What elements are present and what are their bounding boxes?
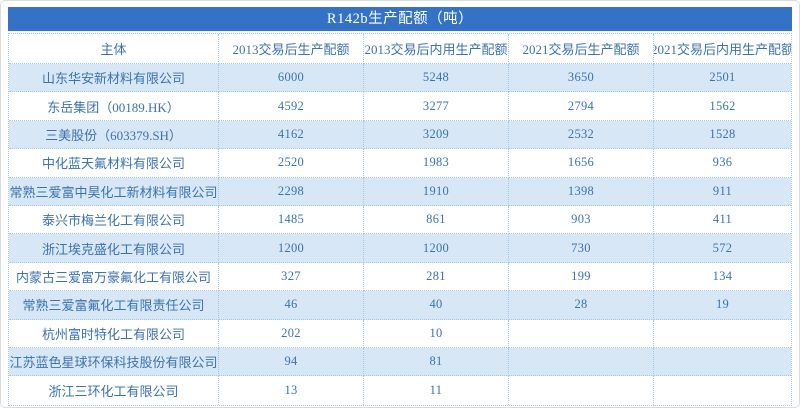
quota-value-cell: 1528 xyxy=(654,121,791,150)
quota-value-cell: 94 xyxy=(219,347,364,377)
quota-value-cell: 4162 xyxy=(219,120,364,150)
company-name-cell: 杭州富时特化工有限公司 xyxy=(9,319,219,348)
quota-value-cell: 19 xyxy=(654,291,791,320)
quota-value-cell: 28 xyxy=(509,291,654,320)
quota-value-cell: 572 xyxy=(654,234,791,263)
quota-value-cell: 911 xyxy=(654,178,791,206)
company-name-cell: 中化蓝天氟材料有限公司 xyxy=(9,149,219,178)
quota-value-cell: 134 xyxy=(654,263,791,292)
quota-value-cell: 13 xyxy=(219,376,364,405)
quota-value-cell: 903 xyxy=(509,205,654,235)
quota-value-cell: 327 xyxy=(219,262,364,292)
quota-value-cell xyxy=(509,319,654,348)
quota-value-cell: 1910 xyxy=(364,177,509,206)
quota-value-cell xyxy=(654,348,791,377)
quota-value-cell: 936 xyxy=(654,149,791,178)
quota-value-cell: 1983 xyxy=(364,149,509,178)
quota-value-cell: 2501 xyxy=(654,64,791,93)
company-name-cell: 浙江三环化工有限公司 xyxy=(9,376,219,405)
company-name-cell: 常熟三爱富氟化工有限责任公司 xyxy=(9,291,219,320)
header-entity: 主体 xyxy=(9,34,219,64)
quota-value-cell: 1200 xyxy=(364,234,509,263)
quota-value-cell: 1562 xyxy=(654,92,791,121)
table-row: 泰兴市梅兰化工有限公司 1485 861 903 411 xyxy=(9,205,791,235)
company-name-cell: 山东华安新材料有限公司 xyxy=(9,64,219,93)
header-2013-internal-quota: 2013交易后内用生产配额 xyxy=(364,34,509,64)
table-row: 东岳集团（00189.HK） 4592 3277 2794 1562 xyxy=(9,92,791,121)
table-row: 杭州富时特化工有限公司 202 10 xyxy=(9,319,791,348)
quota-value-cell: 199 xyxy=(509,262,654,292)
company-name-cell: 东岳集团（00189.HK） xyxy=(9,92,219,121)
table-row: 山东华安新材料有限公司 6000 5248 3650 2501 xyxy=(9,64,791,93)
table-row: 浙江埃克盛化工有限公司 1200 1200 730 572 xyxy=(9,234,791,263)
quota-value-cell: 2532 xyxy=(509,120,654,150)
quota-value-cell: 2520 xyxy=(219,149,364,178)
table-body: 山东华安新材料有限公司 6000 5248 3650 2501 东岳集团（00189.HK… xyxy=(9,64,791,405)
quota-value-cell: 1398 xyxy=(509,177,654,206)
quota-value-cell: 81 xyxy=(364,347,509,377)
table-row: 三美股份（603379.SH） 4162 3209 2532 1528 xyxy=(9,120,791,150)
company-name-cell: 常熟三爱富中昊化工新材料有限公司 xyxy=(9,177,219,206)
quota-value-cell: 861 xyxy=(364,205,509,235)
quota-value-cell: 411 xyxy=(654,206,791,235)
table-title: R142b生产配额（吨） xyxy=(8,7,792,31)
quota-value-cell xyxy=(509,347,654,377)
quota-value-cell: 46 xyxy=(219,291,364,320)
quota-value-cell: 6000 xyxy=(219,64,364,93)
table-row: 内蒙古三爱富万豪氟化工有限公司 327 281 199 134 xyxy=(9,262,791,292)
quota-value-cell: 4592 xyxy=(219,92,364,121)
quota-value-cell: 1656 xyxy=(509,149,654,178)
quota-value-cell: 10 xyxy=(364,319,509,348)
table-row: 浙江三环化工有限公司 13 11 xyxy=(9,376,791,405)
quota-value-cell: 730 xyxy=(509,234,654,263)
company-name-cell: 江苏蓝色星球环保科技股份有限公司 xyxy=(9,347,219,377)
quota-value-cell: 3209 xyxy=(364,120,509,150)
quota-value-cell xyxy=(654,320,791,348)
quota-value-cell xyxy=(509,376,654,405)
quota-value-cell: 2298 xyxy=(219,177,364,206)
quota-value-cell xyxy=(654,376,791,404)
header-2021-internal-quota: 2021交易后内用生产配额 xyxy=(654,34,791,64)
header-2021-quota: 2021交易后生产配额 xyxy=(509,34,654,64)
quota-value-cell: 40 xyxy=(364,291,509,320)
header-2013-quota: 2013交易后生产配额 xyxy=(219,34,364,64)
quota-value-cell: 202 xyxy=(219,319,364,348)
table-row: 江苏蓝色星球环保科技股份有限公司 94 81 xyxy=(9,347,791,377)
company-name-cell: 泰兴市梅兰化工有限公司 xyxy=(9,205,219,235)
quota-value-cell: 11 xyxy=(364,376,509,405)
quota-value-cell: 3277 xyxy=(364,92,509,121)
company-name-cell: 三美股份（603379.SH） xyxy=(9,120,219,150)
table-header-row: 主体 2013交易后生产配额 2013交易后内用生产配额 2021交易后生产配额… xyxy=(9,34,791,64)
quota-value-cell: 1485 xyxy=(219,205,364,235)
table-row: 常熟三爱富氟化工有限责任公司 46 40 28 19 xyxy=(9,291,791,320)
quota-value-cell: 281 xyxy=(364,262,509,292)
quota-value-cell: 3650 xyxy=(509,64,654,93)
quota-value-cell: 1200 xyxy=(219,234,364,263)
company-name-cell: 内蒙古三爱富万豪氟化工有限公司 xyxy=(9,262,219,292)
quota-value-cell: 2794 xyxy=(509,92,654,121)
quota-table: 主体 2013交易后生产配额 2013交易后内用生产配额 2021交易后生产配额… xyxy=(8,33,792,406)
quota-value-cell: 5248 xyxy=(364,64,509,93)
table-row: 常熟三爱富中昊化工新材料有限公司 2298 1910 1398 911 xyxy=(9,177,791,206)
company-name-cell: 浙江埃克盛化工有限公司 xyxy=(9,234,219,263)
table-row: 中化蓝天氟材料有限公司 2520 1983 1656 936 xyxy=(9,149,791,178)
